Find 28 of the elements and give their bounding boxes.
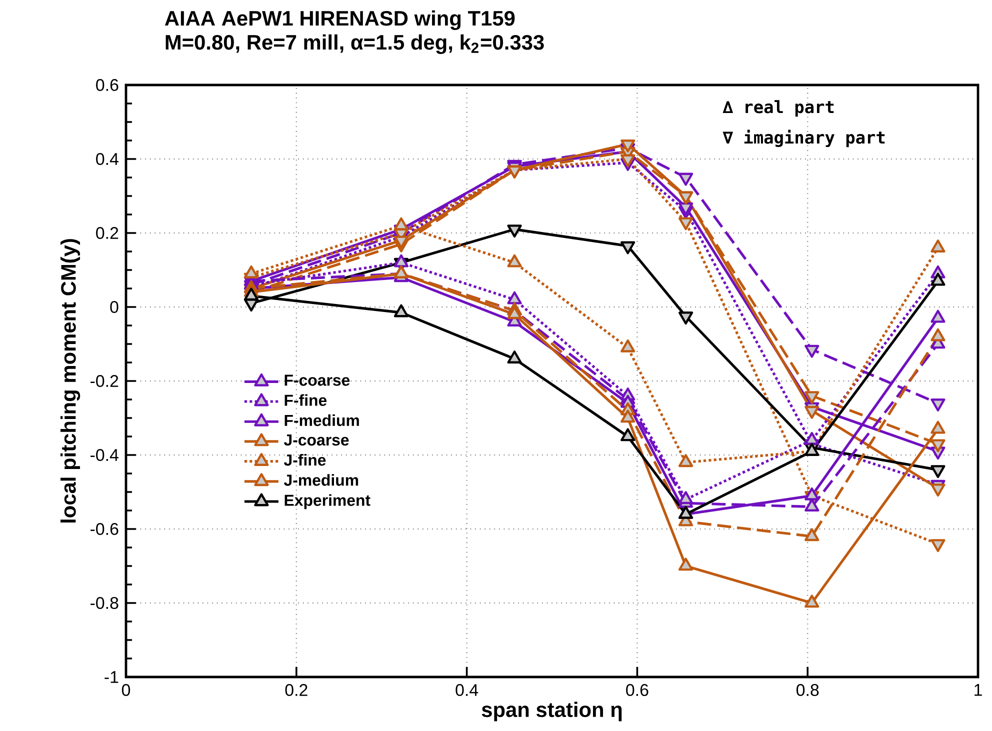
- y-tick-label: 0: [110, 301, 118, 313]
- x-tick-label: 0.8: [796, 684, 819, 696]
- y-tick-label: -1: [104, 671, 118, 683]
- chart-title: AIAA AePW1 HIRENASD wing T159: [164, 10, 515, 30]
- y-axis-title: local pitching moment CM(y): [60, 239, 80, 522]
- chart-subtitle: M=0.80, Re=7 mill, α=1.5 deg, k$_{2}$=0.333: [166, 34, 544, 54]
- legend-label: Experiment: [284, 494, 370, 510]
- legend-label: F-fine: [284, 394, 327, 406]
- x-tick-label: 0.6: [626, 684, 648, 696]
- y-tick-label: 0.6: [96, 79, 118, 91]
- annotation: ∆ real part: [722, 100, 834, 117]
- y-tick-label: -0.6: [90, 523, 118, 535]
- x-axis-title: span station η: [482, 702, 622, 722]
- legend-label: F-medium: [284, 414, 359, 426]
- y-tick-label: 0.4: [96, 153, 118, 165]
- legend-label: J-fine: [284, 454, 326, 466]
- x-tick-label: 0.4: [456, 684, 478, 696]
- y-tick-label: -0.2: [90, 375, 118, 387]
- legend-label: J-coarse: [284, 434, 349, 446]
- y-tick-label: -0.8: [90, 597, 118, 609]
- y-tick-label: 0.2: [96, 227, 118, 239]
- y-tick-label: -0.4: [90, 449, 118, 461]
- x-tick-label: 0: [122, 684, 130, 696]
- legend-label: J-medium: [284, 474, 358, 486]
- annotation: ∇ imaginary part: [722, 130, 885, 148]
- legend-label: F-coarse: [284, 374, 350, 386]
- x-tick-label: 0.2: [285, 684, 308, 696]
- x-tick-label: 1: [974, 684, 982, 696]
